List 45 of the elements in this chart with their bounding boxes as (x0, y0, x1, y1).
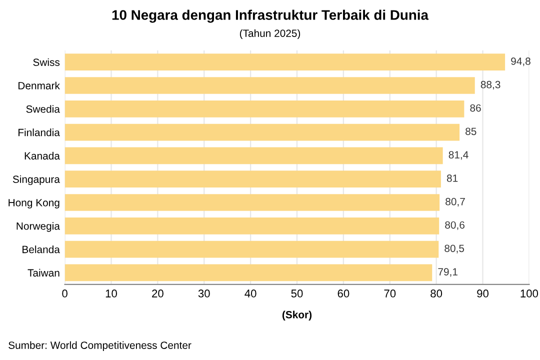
bar (64, 217, 440, 234)
bar (64, 194, 440, 211)
chart-title: 10 Negara dengan Infrastruktur Terbaik di Dunia (112, 10, 429, 23)
bar (64, 54, 506, 71)
y-tick-label: Denmark (18, 82, 60, 90)
bar (64, 240, 439, 258)
y-tick-label: Kanada (24, 152, 60, 160)
data-label: 86 (470, 104, 481, 112)
x-tick-label: 0 (62, 290, 68, 298)
x-tick-label: 100 (520, 290, 538, 298)
data-label: 94,8 (511, 58, 530, 66)
bar (64, 147, 443, 164)
bar (64, 77, 475, 94)
y-tick-label: Swedia (26, 105, 60, 113)
y-tick-label: Finlandia (18, 128, 60, 136)
data-label: 80,6 (445, 221, 464, 230)
data-label: 81,4 (448, 151, 468, 160)
x-tick-label: 20 (152, 290, 164, 298)
y-tick-label: Belanda (22, 246, 60, 254)
y-tick-label: Singapura (12, 175, 60, 186)
data-label: 88,3 (480, 80, 500, 90)
y-tick-label: Swiss (33, 58, 60, 66)
x-axis-title: (Skor) (282, 310, 312, 320)
x-tick-label: 40 (244, 290, 256, 298)
x-tick-label: 10 (106, 290, 117, 298)
data-label: 80,5 (444, 244, 464, 254)
x-tick-label: 60 (338, 290, 350, 298)
x-tick-label: 80 (430, 290, 442, 298)
data-label: 79,1 (438, 268, 458, 277)
y-tick-label: Taiwan (28, 268, 60, 277)
bar (64, 170, 441, 188)
data-label: 80,7 (446, 198, 465, 207)
bar (64, 124, 460, 141)
data-label: 85 (466, 128, 476, 136)
x-tick-label: 70 (384, 290, 396, 298)
x-tick-label: 30 (198, 290, 210, 298)
data-label: 81 (446, 174, 458, 182)
y-tick-label: Hong Kong (8, 199, 60, 208)
bar (64, 100, 464, 118)
text: Sumber: World Competitiveness Center (8, 341, 192, 351)
x-tick-label: 90 (477, 290, 489, 298)
y-tick-label: Norwegia (16, 222, 60, 232)
chart-subtitle: (Tahun 2025) (240, 29, 300, 40)
x-tick-label: 50 (291, 290, 303, 298)
bar (64, 264, 432, 282)
